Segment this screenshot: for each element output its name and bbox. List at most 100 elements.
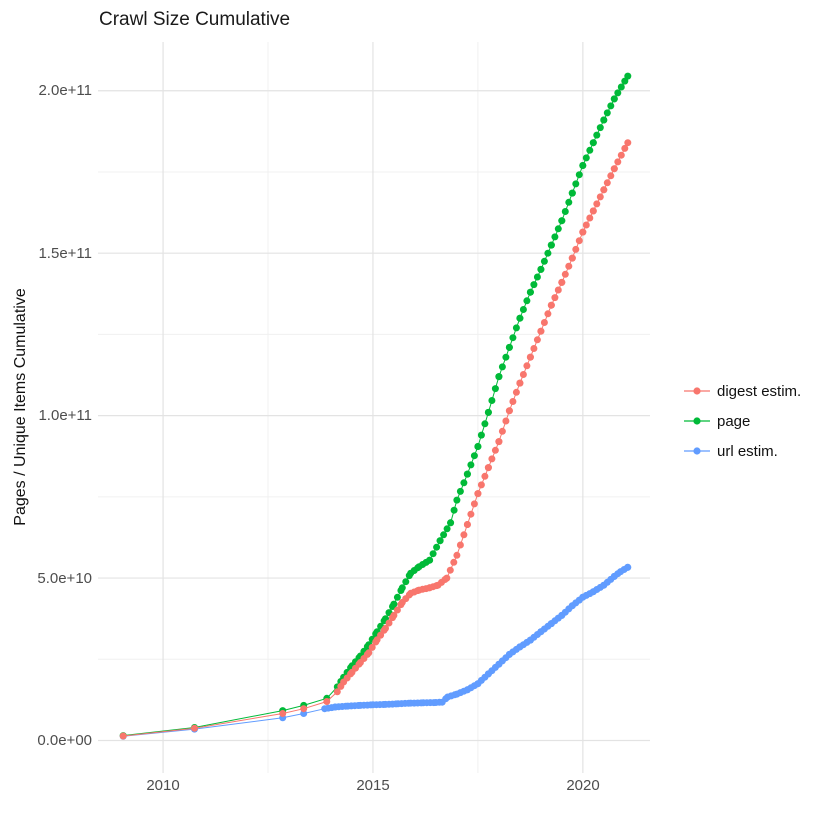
series-line — [123, 566, 629, 737]
data-point — [377, 631, 385, 639]
data-point — [279, 710, 287, 717]
data-point — [505, 343, 513, 351]
data-point — [558, 278, 566, 286]
data-point — [537, 327, 545, 335]
chart-title: Crawl Size Cumulative — [99, 9, 290, 30]
data-point — [530, 281, 538, 289]
data-point — [607, 172, 615, 180]
y-axis-title: Pages / Unique Items Cumulative — [12, 288, 29, 526]
y-tick-5e10: 5.0e+10 — [37, 570, 92, 587]
data-point — [470, 500, 478, 508]
data-point — [572, 245, 580, 253]
data-point — [495, 438, 503, 446]
y-axis-tick-labels: 0.0e+00 5.0e+10 1.0e+11 1.5e+11 2.0e+11 — [37, 82, 92, 749]
data-point — [523, 362, 531, 370]
data-point — [568, 189, 576, 197]
data-point — [533, 273, 541, 281]
data-point — [505, 407, 513, 415]
data-point — [593, 131, 601, 139]
data-point — [440, 531, 448, 539]
data-point — [402, 578, 410, 586]
data-point — [484, 408, 492, 416]
data-point — [467, 461, 475, 469]
data-point — [450, 558, 458, 566]
data-point — [470, 452, 478, 460]
legend-entry-page: page — [684, 413, 750, 430]
x-tick-2020: 2020 — [566, 777, 599, 794]
data-point — [579, 228, 587, 236]
data-point — [460, 479, 468, 487]
data-point — [443, 525, 451, 533]
data-point — [600, 116, 608, 124]
data-point — [491, 385, 499, 393]
data-point — [498, 363, 506, 371]
data-point — [561, 270, 569, 278]
data-point — [474, 490, 482, 498]
data-point — [547, 301, 555, 309]
data-point — [565, 198, 573, 206]
data-point — [519, 371, 527, 378]
data-point — [600, 186, 608, 194]
data-point — [385, 619, 393, 627]
y-tick-2e11: 2.0e+11 — [38, 82, 92, 99]
data-point — [530, 345, 538, 352]
x-axis-tick-labels: 2010 2015 2020 — [146, 777, 599, 794]
data-point — [565, 262, 573, 270]
data-point — [575, 171, 583, 179]
data-point — [614, 158, 622, 166]
data-point — [456, 541, 464, 549]
data-point — [447, 519, 455, 527]
data-point — [544, 310, 552, 318]
data-point — [429, 550, 437, 558]
data-point — [544, 249, 552, 257]
data-point — [610, 95, 618, 103]
data-point — [433, 543, 441, 551]
data-point — [516, 379, 524, 387]
data-point — [516, 314, 524, 322]
data-point — [398, 584, 406, 592]
data-point — [368, 643, 376, 651]
legend-point-digest-icon — [693, 387, 701, 395]
data-point — [568, 254, 576, 262]
data-point — [582, 221, 590, 229]
y-tick-0e00: 0.0e+00 — [37, 732, 92, 749]
data-point — [558, 217, 566, 225]
legend-point-page-icon — [693, 417, 701, 425]
data-point — [593, 200, 601, 208]
series-page — [119, 72, 632, 740]
data-point — [502, 353, 510, 361]
data-point — [491, 446, 499, 454]
data-point — [477, 431, 485, 439]
data-point — [526, 288, 534, 296]
data-point — [572, 180, 580, 188]
data-point — [463, 470, 471, 478]
data-point — [624, 72, 632, 80]
data-point — [333, 688, 341, 696]
legend-label-url: url estim. — [717, 443, 778, 460]
data-point — [561, 208, 569, 215]
plot-panel — [98, 42, 650, 773]
data-point — [382, 624, 389, 632]
data-point — [456, 487, 464, 495]
data-point — [443, 574, 451, 582]
data-point — [610, 165, 618, 173]
data-point — [393, 606, 401, 614]
data-point — [596, 193, 604, 201]
data-point — [300, 710, 308, 717]
data-point — [463, 521, 471, 528]
data-point — [481, 472, 489, 480]
data-point — [547, 241, 555, 249]
data-point — [586, 214, 594, 222]
data-point — [300, 705, 308, 713]
data-point — [365, 649, 373, 657]
data-point — [554, 225, 562, 233]
data-point — [484, 464, 492, 472]
data-point — [509, 398, 517, 405]
data-point — [453, 496, 461, 504]
data-point — [481, 420, 489, 428]
data-point — [453, 551, 461, 559]
data-point — [519, 306, 527, 313]
data-point — [436, 537, 444, 545]
